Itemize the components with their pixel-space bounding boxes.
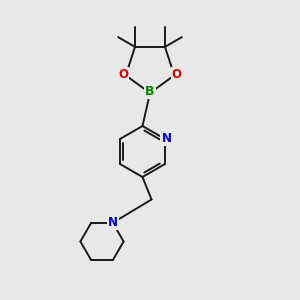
Text: N: N — [161, 132, 171, 145]
Text: O: O — [118, 68, 128, 81]
Text: B: B — [145, 85, 155, 98]
Text: N: N — [108, 216, 118, 229]
Text: O: O — [172, 68, 182, 81]
